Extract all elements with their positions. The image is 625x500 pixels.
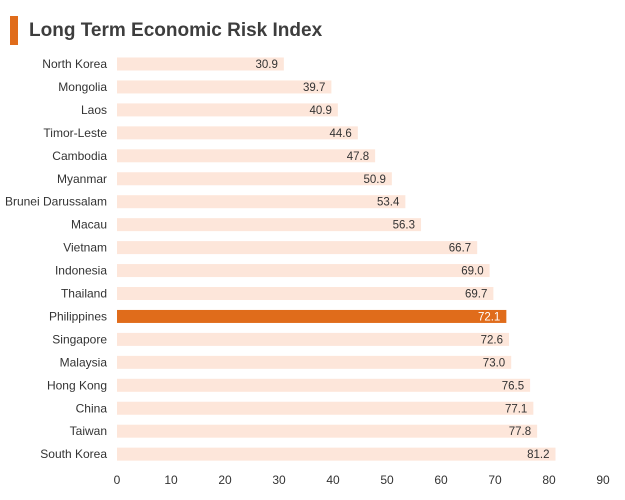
category-label-singapore: Singapore — [52, 332, 107, 346]
category-label-south-korea: South Korea — [40, 447, 107, 461]
bar-myanmar — [117, 172, 392, 186]
value-label-singapore: 72.6 — [481, 334, 503, 346]
value-label-malaysia: 73.0 — [483, 357, 505, 369]
value-label-macau: 56.3 — [393, 220, 415, 232]
x-tick-labels-group: 0 10 20 30 40 50 60 70 80 90 — [114, 473, 610, 487]
bar-cambodia — [117, 149, 376, 163]
category-label-timor-leste: Timor-Leste — [43, 126, 107, 140]
bar-mongolia — [117, 80, 332, 94]
category-label-malaysia: Malaysia — [60, 355, 108, 369]
x-tick-label-50: 50 — [380, 473, 394, 487]
category-label-brunei-darussalam: Brunei Darussalam — [5, 195, 107, 209]
x-tick-label-30: 30 — [272, 473, 286, 487]
bar-indonesia — [117, 264, 490, 278]
title-accent-bar — [10, 16, 18, 45]
value-label-thailand: 69.7 — [465, 289, 487, 301]
category-label-myanmar: Myanmar — [57, 172, 107, 186]
category-label-vietnam: Vietnam — [63, 241, 107, 255]
bar-vietnam — [117, 241, 478, 255]
value-label-laos: 40.9 — [309, 105, 331, 117]
category-label-laos: Laos — [81, 103, 107, 117]
category-label-mongolia: Mongolia — [58, 80, 107, 94]
category-label-macau: Macau — [71, 218, 107, 232]
x-tick-label-60: 60 — [434, 473, 448, 487]
value-label-china: 77.1 — [505, 403, 527, 415]
bar-north-korea — [117, 57, 284, 71]
bar-laos — [117, 103, 338, 117]
x-tick-label-40: 40 — [326, 473, 340, 487]
bar-brunei-darussalam — [117, 195, 406, 209]
value-label-taiwan: 77.8 — [509, 426, 531, 438]
category-label-taiwan: Taiwan — [70, 424, 107, 438]
x-tick-label-20: 20 — [218, 473, 232, 487]
value-label-philippines: 72.1 — [478, 311, 500, 323]
x-tick-label-90: 90 — [596, 473, 610, 487]
x-tick-label-80: 80 — [542, 473, 556, 487]
value-label-cambodia: 47.8 — [347, 151, 369, 163]
value-label-vietnam: 66.7 — [449, 243, 471, 255]
value-label-brunei-darussalam: 53.4 — [377, 197, 400, 209]
value-label-south-korea: 81.2 — [527, 449, 549, 461]
category-label-thailand: Thailand — [61, 287, 107, 301]
value-labels-group: 30.9 39.7 40.9 44.6 47.8 50.9 53.4 56.3 66.7 69.0… — [255, 59, 549, 461]
x-tick-label-10: 10 — [164, 473, 178, 487]
category-label-north-korea: North Korea — [42, 57, 107, 71]
bar-philippines — [117, 309, 507, 323]
value-label-indonesia: 69.0 — [461, 266, 483, 278]
category-label-indonesia: Indonesia — [55, 264, 107, 278]
x-tick-label-70: 70 — [488, 473, 502, 487]
bar-singapore — [117, 332, 510, 346]
category-label-hong-kong: Hong Kong — [47, 378, 107, 392]
bar-malaysia — [117, 355, 512, 369]
x-tick-label-0: 0 — [114, 473, 121, 487]
value-label-hong-kong: 76.5 — [502, 380, 524, 392]
value-label-mongolia: 39.7 — [303, 82, 325, 94]
value-label-timor-leste: 44.6 — [329, 128, 351, 140]
value-label-north-korea: 30.9 — [255, 59, 277, 71]
bar-taiwan — [117, 424, 538, 438]
value-label-myanmar: 50.9 — [363, 174, 385, 186]
category-label-philippines: Philippines — [49, 309, 107, 323]
category-label-china: China — [76, 401, 108, 415]
category-label-cambodia: Cambodia — [52, 149, 107, 163]
bar-macau — [117, 218, 422, 232]
bar-hong-kong — [117, 378, 531, 392]
category-labels-group: North Korea Mongolia Laos Timor-Leste Cambod… — [5, 57, 107, 461]
bar-south-korea — [117, 447, 556, 461]
bar-china — [117, 401, 534, 415]
bar-timor-leste — [117, 126, 358, 140]
bars-group — [117, 57, 556, 461]
bar-thailand — [117, 287, 494, 300]
chart-title: Long Term Economic Risk Index — [29, 20, 323, 41]
